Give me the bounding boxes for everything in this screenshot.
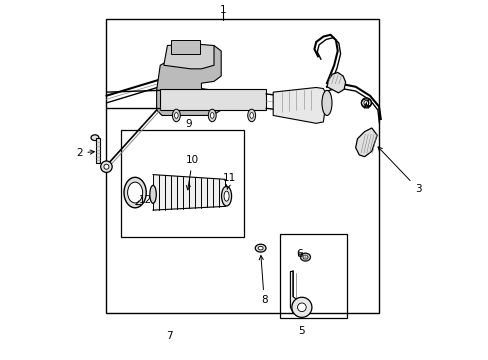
Ellipse shape bbox=[258, 246, 263, 250]
Circle shape bbox=[363, 100, 368, 105]
Ellipse shape bbox=[224, 191, 228, 201]
Ellipse shape bbox=[303, 255, 307, 259]
Circle shape bbox=[104, 164, 109, 169]
Text: 11: 11 bbox=[223, 173, 236, 189]
Polygon shape bbox=[153, 175, 224, 210]
Ellipse shape bbox=[221, 186, 231, 206]
Bar bbox=[121, 130, 244, 237]
Ellipse shape bbox=[124, 177, 146, 208]
Ellipse shape bbox=[300, 253, 310, 261]
Text: 6: 6 bbox=[296, 248, 303, 258]
Polygon shape bbox=[160, 89, 265, 110]
Circle shape bbox=[291, 297, 311, 318]
Polygon shape bbox=[156, 45, 221, 116]
Text: 1: 1 bbox=[219, 5, 226, 15]
Bar bbox=[106, 19, 378, 313]
Text: 8: 8 bbox=[259, 256, 267, 305]
Circle shape bbox=[101, 161, 112, 172]
Polygon shape bbox=[290, 271, 310, 316]
Ellipse shape bbox=[127, 182, 142, 203]
Text: 12: 12 bbox=[136, 195, 152, 205]
Text: 4: 4 bbox=[363, 100, 369, 110]
Ellipse shape bbox=[321, 90, 331, 116]
Text: 5: 5 bbox=[298, 325, 305, 336]
Text: 10: 10 bbox=[185, 155, 199, 190]
Text: 7: 7 bbox=[165, 331, 172, 341]
Ellipse shape bbox=[172, 109, 180, 122]
Circle shape bbox=[361, 98, 371, 108]
Bar bbox=[280, 234, 346, 318]
Text: 9: 9 bbox=[185, 120, 192, 129]
Polygon shape bbox=[273, 87, 325, 123]
Polygon shape bbox=[163, 44, 214, 69]
Ellipse shape bbox=[249, 113, 253, 118]
Polygon shape bbox=[326, 72, 345, 93]
Ellipse shape bbox=[91, 135, 99, 140]
Bar bbox=[96, 138, 100, 163]
Text: 3: 3 bbox=[377, 147, 421, 194]
Bar bbox=[171, 40, 199, 54]
Ellipse shape bbox=[174, 113, 178, 118]
Polygon shape bbox=[355, 128, 376, 157]
Circle shape bbox=[297, 303, 305, 312]
Ellipse shape bbox=[208, 109, 216, 122]
Ellipse shape bbox=[210, 113, 214, 118]
Ellipse shape bbox=[255, 244, 265, 252]
Text: 2: 2 bbox=[76, 148, 94, 158]
Ellipse shape bbox=[149, 185, 156, 203]
Ellipse shape bbox=[247, 109, 255, 122]
